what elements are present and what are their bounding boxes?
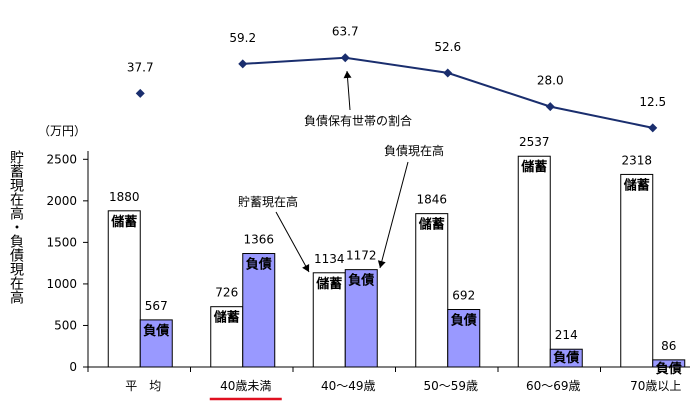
debt-bar-label: 負債 <box>451 313 477 329</box>
debt-bar <box>549 348 583 368</box>
ratio-value-label: 52.6 <box>434 40 461 54</box>
ratio-marker <box>135 88 145 98</box>
ratio-line-arrow-head <box>343 71 352 79</box>
savings-value-label: 726 <box>215 286 238 300</box>
savings-arrow-head <box>302 263 310 272</box>
x-tick-label: 平 均 <box>125 379 161 393</box>
savings-arrow <box>275 211 310 273</box>
y-tick-label: 2500 <box>46 152 77 166</box>
y-tick-label: 2000 <box>46 194 77 208</box>
ratio-value-label: 59.2 <box>229 31 256 45</box>
debt-value-label: 86 <box>661 339 676 353</box>
x-tick-label: 40～49歳 <box>321 379 376 393</box>
y-axis-title: 貯蓄現在高・負債現在高 <box>8 150 24 304</box>
savings-bar <box>415 213 449 368</box>
savings-bar-label: 儲蓄 <box>213 310 240 326</box>
debt-value-label: 1366 <box>243 233 274 247</box>
debt-value-label: 567 <box>145 299 168 313</box>
savings-bar <box>312 272 346 368</box>
debt-bar-label: 負債 <box>246 257 272 273</box>
savings-value-label: 1880 <box>109 190 140 204</box>
savings-annotation: 貯蓄現在高 <box>238 194 298 209</box>
y-tick-label: 500 <box>54 318 77 332</box>
x-tick-label: 50～59歳 <box>423 379 478 393</box>
savings-bar-label: 儲蓄 <box>418 217 445 233</box>
savings-value-label: 2537 <box>519 135 550 149</box>
debt-bar <box>447 309 481 368</box>
debt-bar <box>242 253 276 368</box>
savings-bar-label: 儲蓄 <box>315 276 342 292</box>
ratio-value-label: 37.7 <box>127 60 154 74</box>
savings-bar-label: 儲蓄 <box>110 214 137 230</box>
savings-bar-label: 儲蓄 <box>520 159 547 175</box>
debt-bar <box>652 359 686 368</box>
ratio-value-label: 12.5 <box>639 95 666 109</box>
savings-bar <box>620 173 654 368</box>
debt-arrow-head <box>377 260 386 268</box>
debt-value-label: 692 <box>452 289 475 303</box>
y-tick-label: 1000 <box>46 277 77 291</box>
ratio-marker <box>545 102 555 112</box>
debt-bar <box>344 269 378 368</box>
ratio-marker <box>648 123 658 133</box>
debt-value-label: 1172 <box>346 249 377 263</box>
debt-arrow <box>379 161 409 269</box>
debt-bar-label: 負債 <box>143 323 169 339</box>
debt-bar-label: 負債 <box>348 273 374 289</box>
debt-value-label: 214 <box>555 328 578 342</box>
debt-bar-label: 負債 <box>553 350 579 366</box>
ratio-value-label: 28.0 <box>537 74 564 88</box>
y-tick-label: 0 <box>69 360 77 374</box>
y-tick-label: 1500 <box>46 235 77 249</box>
debt-bar-label: 負債 <box>656 361 682 377</box>
savings-bar <box>107 210 141 368</box>
savings-bar-label: 儲蓄 <box>623 177 650 193</box>
savings-bar <box>517 155 551 368</box>
ratio-value-label: 63.7 <box>332 25 359 39</box>
savings-value-label: 2318 <box>621 153 652 167</box>
ratio-line-annotation: 負債保有世帯の割合 <box>304 113 412 128</box>
x-tick-label: 60～69歳 <box>526 379 581 393</box>
debt-bar <box>139 319 173 368</box>
ratio-marker <box>340 53 350 63</box>
x-tick-label: 70歳以上 <box>630 379 681 393</box>
ratio-marker <box>443 68 453 78</box>
ratio-marker <box>238 59 248 69</box>
debt-annotation: 負債現在高 <box>384 143 444 158</box>
savings-value-label: 1846 <box>416 193 447 207</box>
y-axis-unit: （万円） <box>38 124 87 138</box>
x-tick-label: 40歳未満 <box>220 379 271 393</box>
savings-value-label: 1134 <box>314 252 345 266</box>
